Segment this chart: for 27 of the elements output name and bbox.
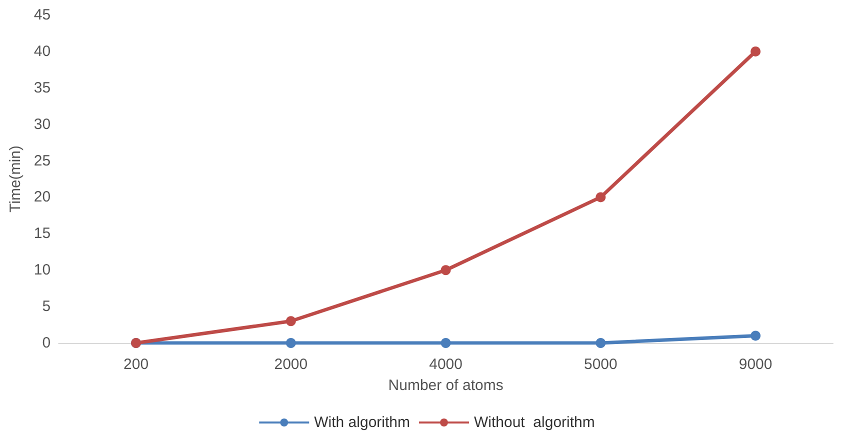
legend-label: Without algorithm xyxy=(474,414,595,431)
y-tick-label: 30 xyxy=(34,116,51,133)
y-tick-label: 10 xyxy=(34,262,51,279)
point xyxy=(596,338,606,348)
point xyxy=(440,265,451,276)
y-axis-title: Time(min) xyxy=(7,146,24,212)
x-tick-label: 2000 xyxy=(274,356,308,373)
y-tick-label: 0 xyxy=(42,334,51,352)
y-tick-label: 45 xyxy=(34,6,51,24)
y-tick-label: 40 xyxy=(34,42,51,60)
point xyxy=(286,338,296,348)
x-tick-label: 5000 xyxy=(584,356,618,373)
y-tick-label: 15 xyxy=(34,225,51,242)
x-tick-label: 4000 xyxy=(429,356,462,373)
point xyxy=(750,330,761,341)
y-tick-label: 25 xyxy=(34,152,51,170)
x-axis-title: Number of atoms xyxy=(388,377,504,394)
point xyxy=(596,192,606,202)
y-tick-label: 35 xyxy=(34,79,51,96)
point xyxy=(440,338,451,348)
point xyxy=(286,316,296,326)
y-tick-label: 20 xyxy=(34,188,51,206)
x-tick-label: 9000 xyxy=(738,356,772,373)
x-tick-label: 200 xyxy=(124,356,149,373)
point xyxy=(750,46,761,56)
legend-label: With algorithm xyxy=(314,414,410,431)
y-tick-label: 5 xyxy=(42,298,51,316)
